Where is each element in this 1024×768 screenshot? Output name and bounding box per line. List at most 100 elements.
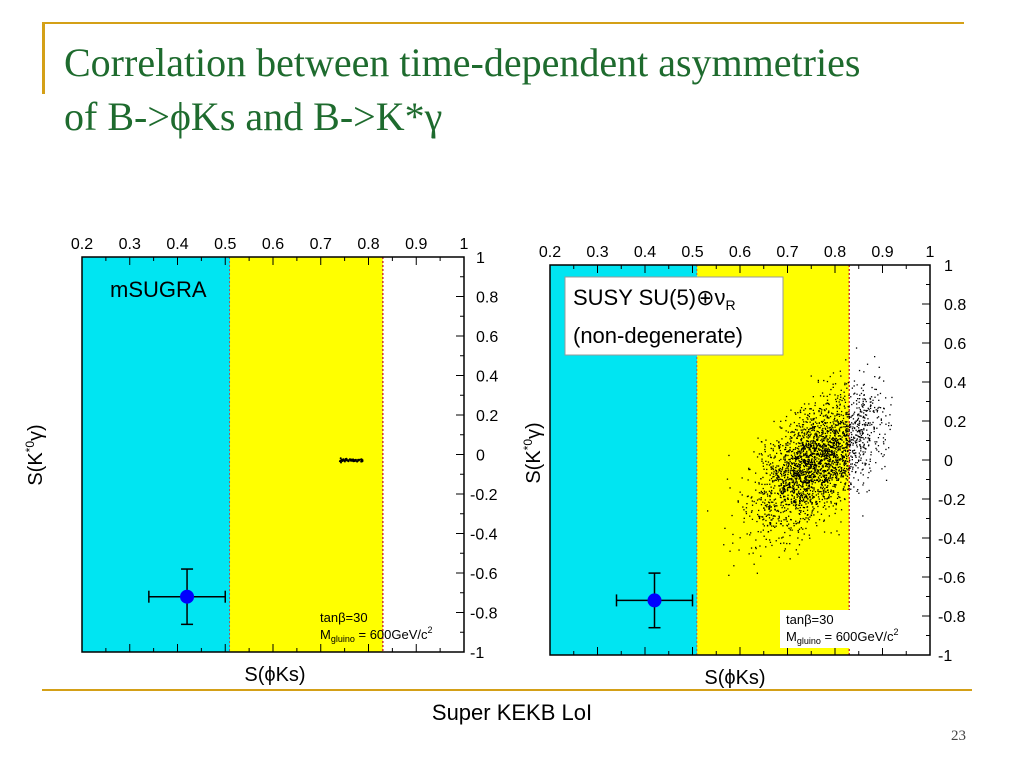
- scatter-point: [797, 450, 799, 452]
- scatter-point: [796, 437, 798, 439]
- scatter-point: [890, 424, 892, 427]
- scatter-point: [785, 419, 787, 422]
- scatter-point: [841, 439, 843, 441]
- scatter-point: [795, 458, 797, 461]
- scatter-point: [806, 521, 808, 523]
- scatter-point: [844, 471, 846, 473]
- scatter-point: [858, 459, 860, 461]
- scatter-point: [811, 510, 813, 512]
- y-tick-label: -0.6: [470, 566, 498, 583]
- scatter-point: [768, 505, 770, 508]
- scatter-point: [802, 426, 804, 428]
- scatter-point: [868, 471, 870, 474]
- scatter-point: [755, 539, 757, 541]
- scatter-point: [841, 451, 843, 453]
- scatter-point: [838, 435, 840, 437]
- scatter-point: [817, 381, 819, 383]
- scatter-point: [865, 400, 867, 403]
- scatter-point: [798, 509, 801, 512]
- scatter-point: [814, 404, 816, 407]
- y-tick-label: 1: [944, 258, 953, 275]
- scatter-point: [805, 497, 808, 499]
- scatter-point: [838, 496, 840, 498]
- scatter-point: [814, 469, 816, 472]
- scatter-point: [838, 428, 841, 430]
- scatter-point: [844, 489, 846, 491]
- scatter-point: [833, 438, 836, 440]
- scatter-point: [812, 481, 814, 483]
- scatter-point: [767, 455, 769, 457]
- scatter-point: [878, 366, 880, 368]
- scatter-point: [819, 501, 821, 503]
- scatter-point: [835, 474, 837, 476]
- scatter-point: [814, 464, 816, 466]
- scatter-point: [851, 422, 853, 424]
- scatter-point: [356, 460, 359, 463]
- scatter-point: [833, 419, 835, 421]
- scatter-point: [778, 442, 780, 444]
- scatter-point: [795, 549, 797, 551]
- scatter-point: [844, 470, 846, 472]
- scatter-point: [843, 434, 845, 437]
- scatter-point: [806, 476, 808, 478]
- scatter-point: [824, 437, 826, 439]
- scatter-point: [851, 438, 853, 441]
- scatter-point: [836, 420, 838, 422]
- scatter-point: [833, 442, 835, 445]
- scatter-point: [820, 473, 822, 475]
- scatter-point: [816, 501, 818, 503]
- scatter-point: [846, 413, 848, 415]
- scatter-point: [800, 456, 802, 458]
- scatter-point: [864, 425, 866, 427]
- scatter-point: [884, 465, 886, 468]
- scatter-point: [799, 472, 801, 474]
- scatter-point: [780, 478, 782, 480]
- scatter-point: [802, 474, 804, 476]
- scatter-point: [833, 473, 835, 475]
- scatter-point: [789, 465, 792, 467]
- scatter-point: [802, 491, 804, 493]
- scatter-point: [863, 446, 865, 449]
- scatter-point: [781, 438, 783, 440]
- scatter-point: [794, 504, 797, 506]
- scatter-point: [829, 459, 831, 461]
- scatter-point: [807, 481, 809, 483]
- scatter-point: [774, 526, 776, 528]
- scatter-point: [795, 465, 797, 467]
- scatter-point: [840, 454, 842, 456]
- scatter-point: [750, 511, 753, 513]
- scatter-point: [858, 369, 861, 372]
- scatter-point: [760, 555, 762, 557]
- scatter-point: [800, 458, 803, 460]
- scatter-point: [841, 426, 843, 428]
- scatter-point: [770, 501, 773, 503]
- scatter-point: [821, 479, 823, 481]
- scatter-point: [834, 455, 836, 457]
- scatter-point: [792, 485, 794, 487]
- scatter-point: [849, 446, 851, 448]
- scatter-point: [776, 505, 778, 507]
- scatter-point: [834, 426, 836, 428]
- scatter-point: [775, 474, 777, 476]
- scatter-point: [776, 440, 778, 442]
- scatter-point: [785, 471, 787, 473]
- scatter-point: [862, 482, 865, 484]
- scatter-point: [797, 484, 799, 486]
- scatter-point: [853, 427, 856, 429]
- scatter-point: [848, 414, 850, 416]
- scatter-point: [851, 470, 853, 473]
- scatter-point: [834, 472, 837, 474]
- scatter-point: [808, 482, 810, 484]
- scatter-point: [862, 384, 865, 386]
- scatter-point: [845, 428, 847, 430]
- scatter-point: [797, 475, 800, 478]
- scatter-point: [789, 436, 792, 438]
- scatter-point: [865, 437, 867, 439]
- scatter-point: [843, 441, 845, 443]
- plot-label-nondegenerate: (non-degenerate): [573, 323, 743, 348]
- scatter-point: [749, 534, 751, 536]
- scatter-point: [826, 430, 828, 432]
- scatter-point: [881, 422, 883, 424]
- x-tick-label: 0.5: [681, 244, 703, 261]
- scatter-point: [816, 472, 818, 475]
